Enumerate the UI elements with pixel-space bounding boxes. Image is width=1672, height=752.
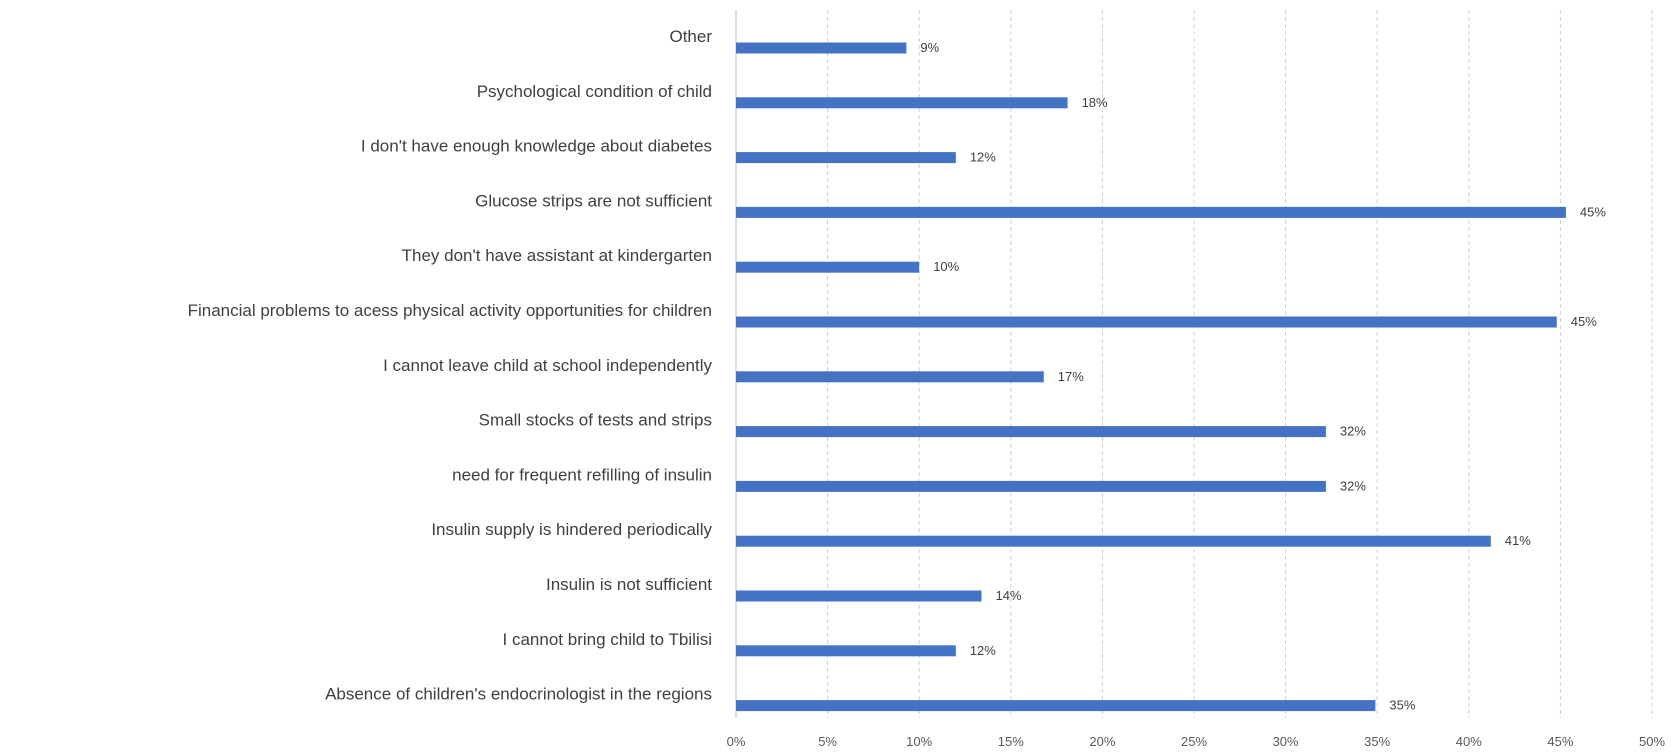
category-labels: Other Psychological condition of child I d… [188,27,713,704]
bars [736,42,1566,712]
x-tick-label: 45% [1547,734,1573,749]
category-label: I cannot bring child to Tbilisi [503,630,712,649]
x-tick-label: 20% [1089,734,1115,749]
gridlines [735,10,1653,718]
category-label: They don't have assistant at kindergarte… [402,246,712,265]
data-label: 41% [1505,533,1531,548]
category-label: Insulin is not sufficient [546,575,712,594]
bar [736,590,982,602]
bar [736,535,1491,547]
x-tick-label: 50% [1639,734,1665,749]
bar [736,206,1566,218]
category-label: I don't have enough knowledge about diab… [361,137,712,156]
x-tick-label: 15% [998,734,1024,749]
data-labels: 9% 18% 12% 45% 10% 45% 17% 32% 32% 41% 14% 12% 35% [920,40,1606,713]
category-label: Other [669,27,712,46]
category-label: Small stocks of tests and strips [479,411,712,430]
category-label: I cannot leave child at school independe… [383,356,712,375]
category-label: Glucose strips are not sufficient [475,191,712,210]
data-label: 17% [1058,369,1084,384]
data-label: 18% [1082,95,1108,110]
data-label: 12% [970,150,996,165]
x-tick-label: 35% [1364,734,1390,749]
data-label: 32% [1340,478,1366,493]
category-label: Insulin supply is hindered periodically [431,520,712,539]
bar [736,426,1326,438]
data-label: 12% [970,643,996,658]
bar [736,261,920,273]
bar [736,42,907,54]
data-label: 9% [920,40,939,55]
data-label: 45% [1580,204,1606,219]
x-axis-ticks: 0% 5% 10% 15% 20% 25% 30% 35% 40% 45% 50% [727,734,1666,749]
x-tick-label: 0% [727,734,746,749]
bar [736,316,1557,328]
bar [736,97,1068,109]
x-tick-label: 40% [1456,734,1482,749]
data-label: 35% [1389,698,1415,713]
bar [736,700,1376,712]
bar [736,371,1044,383]
bar [736,152,956,164]
x-tick-label: 30% [1273,734,1299,749]
bar [736,645,956,657]
category-label: need for frequent refilling of insulin [452,465,712,484]
data-label: 32% [1340,424,1366,439]
x-tick-label: 5% [818,734,837,749]
x-tick-label: 10% [906,734,932,749]
data-label: 45% [1571,314,1597,329]
data-label: 14% [995,588,1021,603]
bar [736,480,1326,492]
category-label: Psychological condition of child [477,82,712,101]
x-tick-label: 25% [1181,734,1207,749]
data-label: 10% [933,259,959,274]
category-label: Financial problems to acess physical act… [188,301,712,320]
category-label: Absence of children's endocrinologist in… [325,685,712,704]
